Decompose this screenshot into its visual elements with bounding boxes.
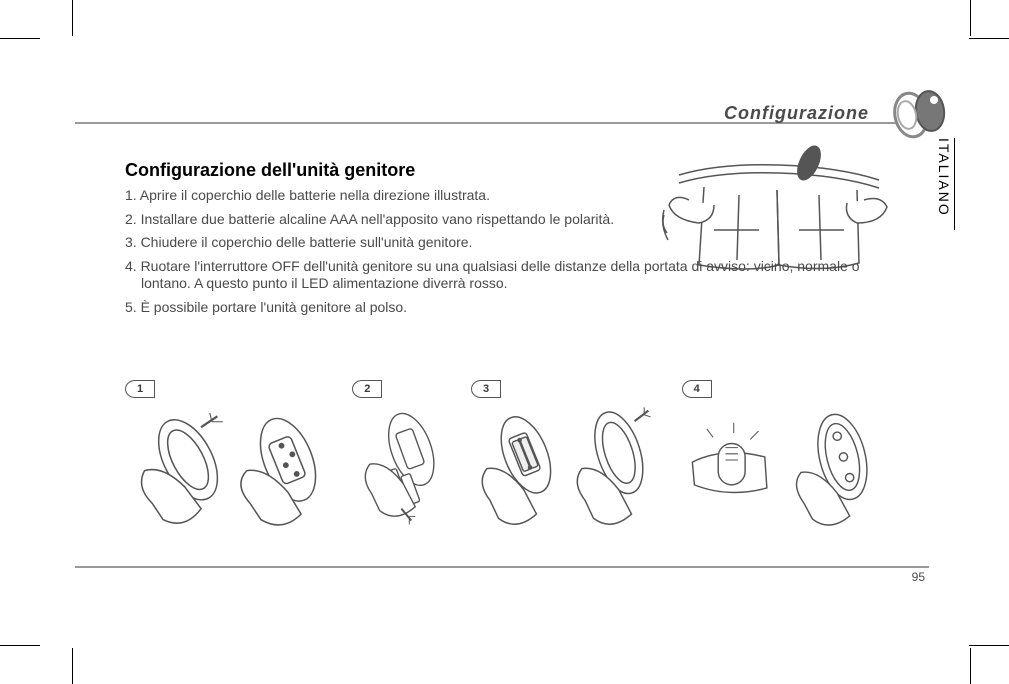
step-text: 2. Installare due batterie alcaline AAA … bbox=[125, 211, 625, 229]
crop-mark bbox=[72, 648, 73, 684]
content-block: Configurazione dell'unità genitore 1. Ap… bbox=[125, 160, 899, 322]
crop-mark bbox=[970, 648, 971, 684]
page-frame: Configurazione ITALIANO bbox=[75, 40, 969, 644]
section-title: Configurazione bbox=[724, 103, 869, 124]
crop-mark bbox=[969, 645, 1009, 646]
figure-group-1: 1 bbox=[125, 380, 342, 550]
page-number: 95 bbox=[912, 570, 925, 584]
step-text: 5. È possibile portare l'unità genitore … bbox=[125, 299, 899, 317]
figure-1-illustration bbox=[125, 400, 342, 552]
figure-2-illustration: + bbox=[352, 400, 461, 538]
footer-rule bbox=[75, 566, 929, 568]
step-text: 3. Chiudere il coperchio delle batterie … bbox=[125, 234, 645, 252]
step-text: 4. Ruotare l'interruttore OFF dell'unità… bbox=[125, 258, 899, 293]
figure-badge: 1 bbox=[125, 380, 155, 398]
crop-mark bbox=[0, 38, 40, 39]
figure-4-illustration bbox=[682, 400, 899, 545]
figure-group-2: 2 + bbox=[352, 380, 461, 550]
figure-badge: 4 bbox=[682, 380, 712, 398]
figure-badge: 3 bbox=[471, 380, 501, 398]
content-heading: Configurazione dell'unità genitore bbox=[125, 160, 899, 181]
steps-list: 1. Aprire il coperchio delle batterie ne… bbox=[125, 187, 899, 316]
figure-3-illustration bbox=[471, 400, 672, 548]
crop-mark bbox=[969, 38, 1009, 39]
figure-group-3: 3 bbox=[471, 380, 672, 550]
language-tab: ITALIANO bbox=[936, 138, 955, 230]
figure-group-4: 4 bbox=[682, 380, 899, 550]
crop-mark bbox=[970, 0, 971, 36]
crop-mark bbox=[0, 645, 40, 646]
crop-mark bbox=[72, 0, 73, 36]
figure-badge: 2 bbox=[352, 380, 382, 398]
figure-row: 1 2 bbox=[125, 380, 899, 550]
product-logo-icon bbox=[885, 85, 955, 145]
step-text: 1. Aprire il coperchio delle batterie ne… bbox=[125, 187, 645, 205]
